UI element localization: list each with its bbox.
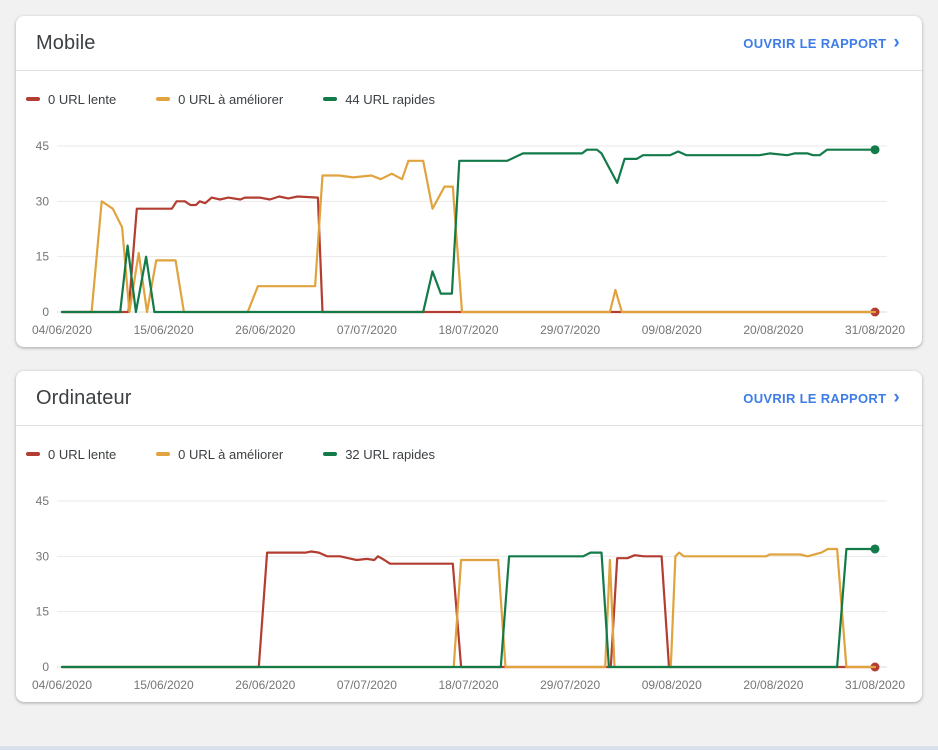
x-tick-label: 09/08/2020 (642, 678, 702, 692)
improve-line-swatch-icon (156, 97, 171, 101)
desktop-line-chart: 0 15 30 45 04/06/2020 15/06/2020 26/06/2020 07/… (32, 494, 905, 692)
y-tick-label: 0 (42, 660, 49, 674)
x-tick-label: 07/07/2020 (337, 678, 397, 692)
next-section-edge (0, 746, 938, 750)
mobile-open-report-link[interactable]: OUVRIR LE RAPPORT › (743, 31, 900, 53)
legend-item-slow: 0 URL lente (26, 92, 116, 107)
x-tick-label: 04/06/2020 (32, 323, 92, 337)
legend-label-improve: 0 URL à améliorer (178, 91, 284, 107)
desktop-open-report-link[interactable]: OUVRIR LE RAPPORT › (743, 386, 900, 408)
x-tick-label: 07/07/2020 (337, 323, 397, 337)
chevron-right-icon: › (893, 31, 900, 53)
x-tick-label: 15/06/2020 (134, 323, 194, 337)
slow-line-swatch-icon (26, 452, 40, 456)
mobile-card-title: Mobile (36, 31, 96, 54)
legend-item-slow: 0 URL lente (26, 447, 116, 462)
legend-label-slow: 0 URL lente (48, 446, 117, 462)
improve-line-swatch-icon (156, 452, 171, 456)
desktop-legend: 0 URL lente 0 URL à améliorer 32 URL rap… (16, 426, 922, 470)
series-end-dot (870, 544, 880, 554)
x-tick-label: 31/08/2020 (845, 323, 905, 337)
y-tick-label: 15 (36, 250, 50, 264)
mobile-card-header: Mobile OUVRIR LE RAPPORT › (16, 16, 922, 71)
legend-item-fast: 44 URL rapides (323, 92, 435, 107)
legend-label-improve: 0 URL à améliorer (178, 446, 284, 462)
chart-line-0-url-à-améliorer (60, 547, 877, 669)
chart-line-32-url-rapides (60, 547, 877, 669)
y-tick-label: 45 (36, 494, 50, 508)
y-tick-label: 30 (36, 549, 50, 563)
fast-line-swatch-icon (323, 97, 338, 101)
x-tick-label: 15/06/2020 (134, 678, 194, 692)
chart-line-0-url-lente (60, 550, 877, 669)
chart-line-44-url-rapides (60, 148, 877, 314)
chart-line-0-url-lente (60, 195, 877, 314)
x-tick-label: 18/07/2020 (438, 323, 498, 337)
x-tick-label: 18/07/2020 (438, 678, 498, 692)
y-tick-label: 0 (42, 305, 49, 319)
mobile-line-chart: 0 15 30 45 04/06/2020 15/06/2020 26/06/2020 07/… (32, 139, 905, 337)
chart-line-0-url-à-améliorer (60, 159, 877, 314)
x-tick-label: 20/08/2020 (743, 678, 803, 692)
x-tick-label: 31/08/2020 (845, 678, 905, 692)
chevron-right-icon: › (893, 386, 900, 408)
x-tick-label: 29/07/2020 (540, 678, 600, 692)
legend-item-improve: 0 URL à améliorer (156, 447, 283, 462)
x-tick-label: 20/08/2020 (743, 323, 803, 337)
mobile-open-report-label: OUVRIR LE RAPPORT (743, 35, 887, 51)
fast-line-swatch-icon (323, 452, 338, 456)
y-tick-label: 45 (36, 139, 50, 153)
legend-label-slow: 0 URL lente (48, 91, 117, 107)
x-tick-label: 26/06/2020 (235, 323, 295, 337)
desktop-card-header: Ordinateur OUVRIR LE RAPPORT › (16, 371, 922, 426)
y-tick-label: 15 (36, 605, 50, 619)
slow-line-swatch-icon (26, 97, 40, 101)
legend-item-improve: 0 URL à améliorer (156, 92, 283, 107)
desktop-open-report-label: OUVRIR LE RAPPORT (743, 390, 887, 406)
legend-label-fast: 32 URL rapides (345, 446, 436, 462)
mobile-card: Mobile OUVRIR LE RAPPORT › 0 URL lente 0… (16, 16, 922, 347)
x-tick-label: 26/06/2020 (235, 678, 295, 692)
desktop-card-title: Ordinateur (36, 386, 132, 409)
legend-label-fast: 44 URL rapides (345, 91, 436, 107)
mobile-legend: 0 URL lente 0 URL à améliorer 44 URL rap… (16, 71, 922, 115)
series-end-dot (870, 145, 880, 155)
x-tick-label: 29/07/2020 (540, 323, 600, 337)
desktop-card: Ordinateur OUVRIR LE RAPPORT › 0 URL len… (16, 371, 922, 702)
x-tick-label: 09/08/2020 (642, 323, 702, 337)
y-tick-label: 30 (36, 194, 50, 208)
legend-item-fast: 32 URL rapides (323, 447, 435, 462)
x-tick-label: 04/06/2020 (32, 678, 92, 692)
